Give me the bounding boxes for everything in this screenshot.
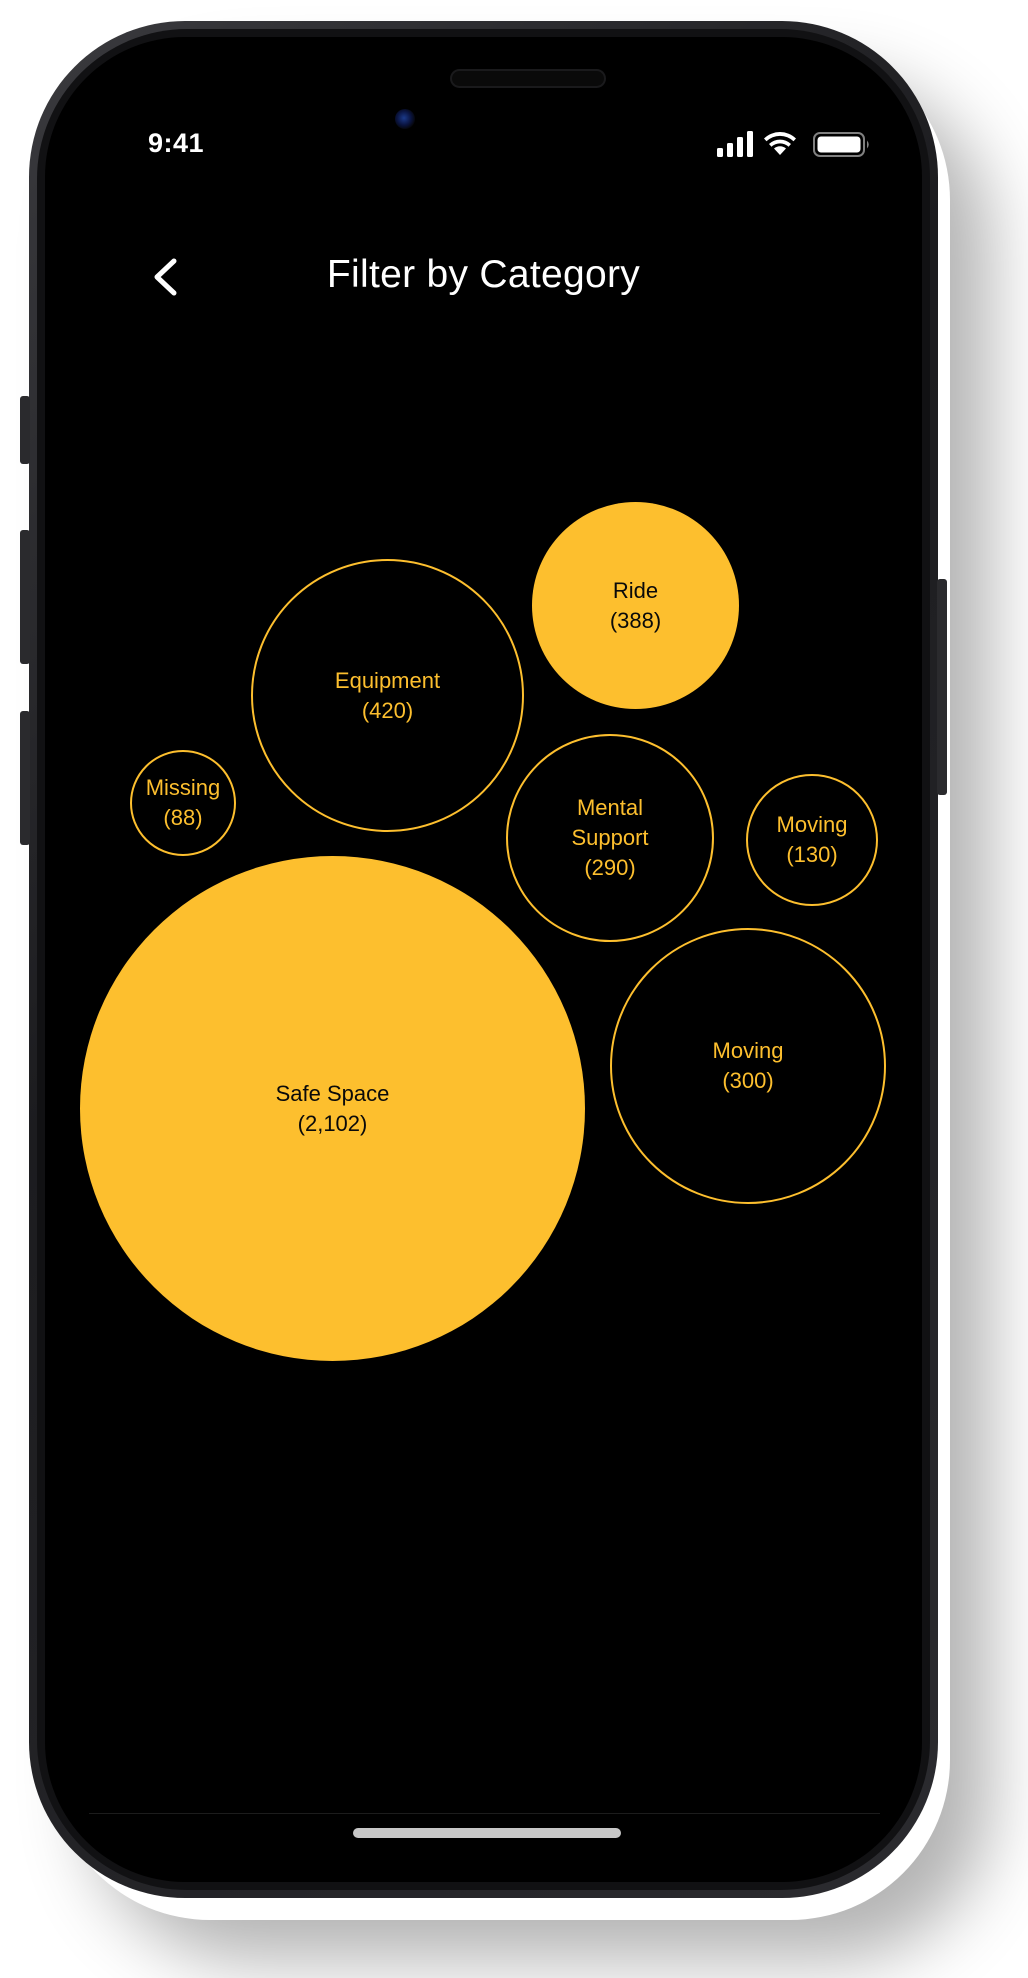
speaker-grille [452, 71, 604, 86]
bottom-divider [89, 1813, 880, 1814]
category-label: Ride [612, 577, 659, 603]
category-count: (290) [584, 855, 636, 880]
category-label: Safe Space [275, 1080, 390, 1106]
back-button[interactable] [145, 247, 195, 307]
battery-icon [813, 132, 869, 157]
category-bubble-equipment[interactable]: Equipment (420) [251, 559, 524, 832]
volume-up-button [20, 530, 30, 664]
category-count: (2,102) [297, 1110, 368, 1136]
status-icons [717, 131, 877, 157]
phone-screen: 9:41 Filter by Category [45, 37, 922, 1882]
category-bubble-moving-130[interactable]: Moving (130) [746, 774, 878, 906]
home-indicator[interactable] [353, 1828, 621, 1838]
wifi-icon [764, 132, 796, 155]
category-bubble-ride[interactable]: Ride (388) [532, 502, 739, 709]
category-count: (300) [722, 1068, 774, 1093]
category-label: Moving [776, 812, 848, 837]
category-count: (420) [361, 697, 414, 723]
volume-down-button [20, 711, 30, 845]
cellular-signal-icon [717, 131, 753, 157]
category-count: (88) [163, 805, 203, 830]
category-label: Missing [145, 775, 221, 800]
category-count: (388) [609, 607, 662, 633]
category-bubble-mental-support[interactable]: Mental Support (290) [506, 734, 714, 942]
front-camera [395, 109, 415, 129]
category-bubble-missing[interactable]: Missing (88) [130, 750, 236, 856]
chevron-left-icon [154, 258, 177, 296]
category-bubble-safe-space[interactable]: Safe Space (2,102) [80, 856, 585, 1361]
category-label-line-1: Mental [576, 795, 644, 820]
category-count: (130) [786, 842, 838, 867]
status-time: 9:41 [148, 128, 205, 158]
page-title: Filter by Category [326, 253, 641, 296]
category-label: Moving [712, 1038, 784, 1063]
category-label: Equipment [334, 667, 441, 693]
action-button [20, 396, 30, 464]
category-label-line-2: Support [571, 825, 649, 850]
power-button [937, 579, 947, 795]
category-bubble-moving-300[interactable]: Moving (300) [610, 928, 886, 1204]
